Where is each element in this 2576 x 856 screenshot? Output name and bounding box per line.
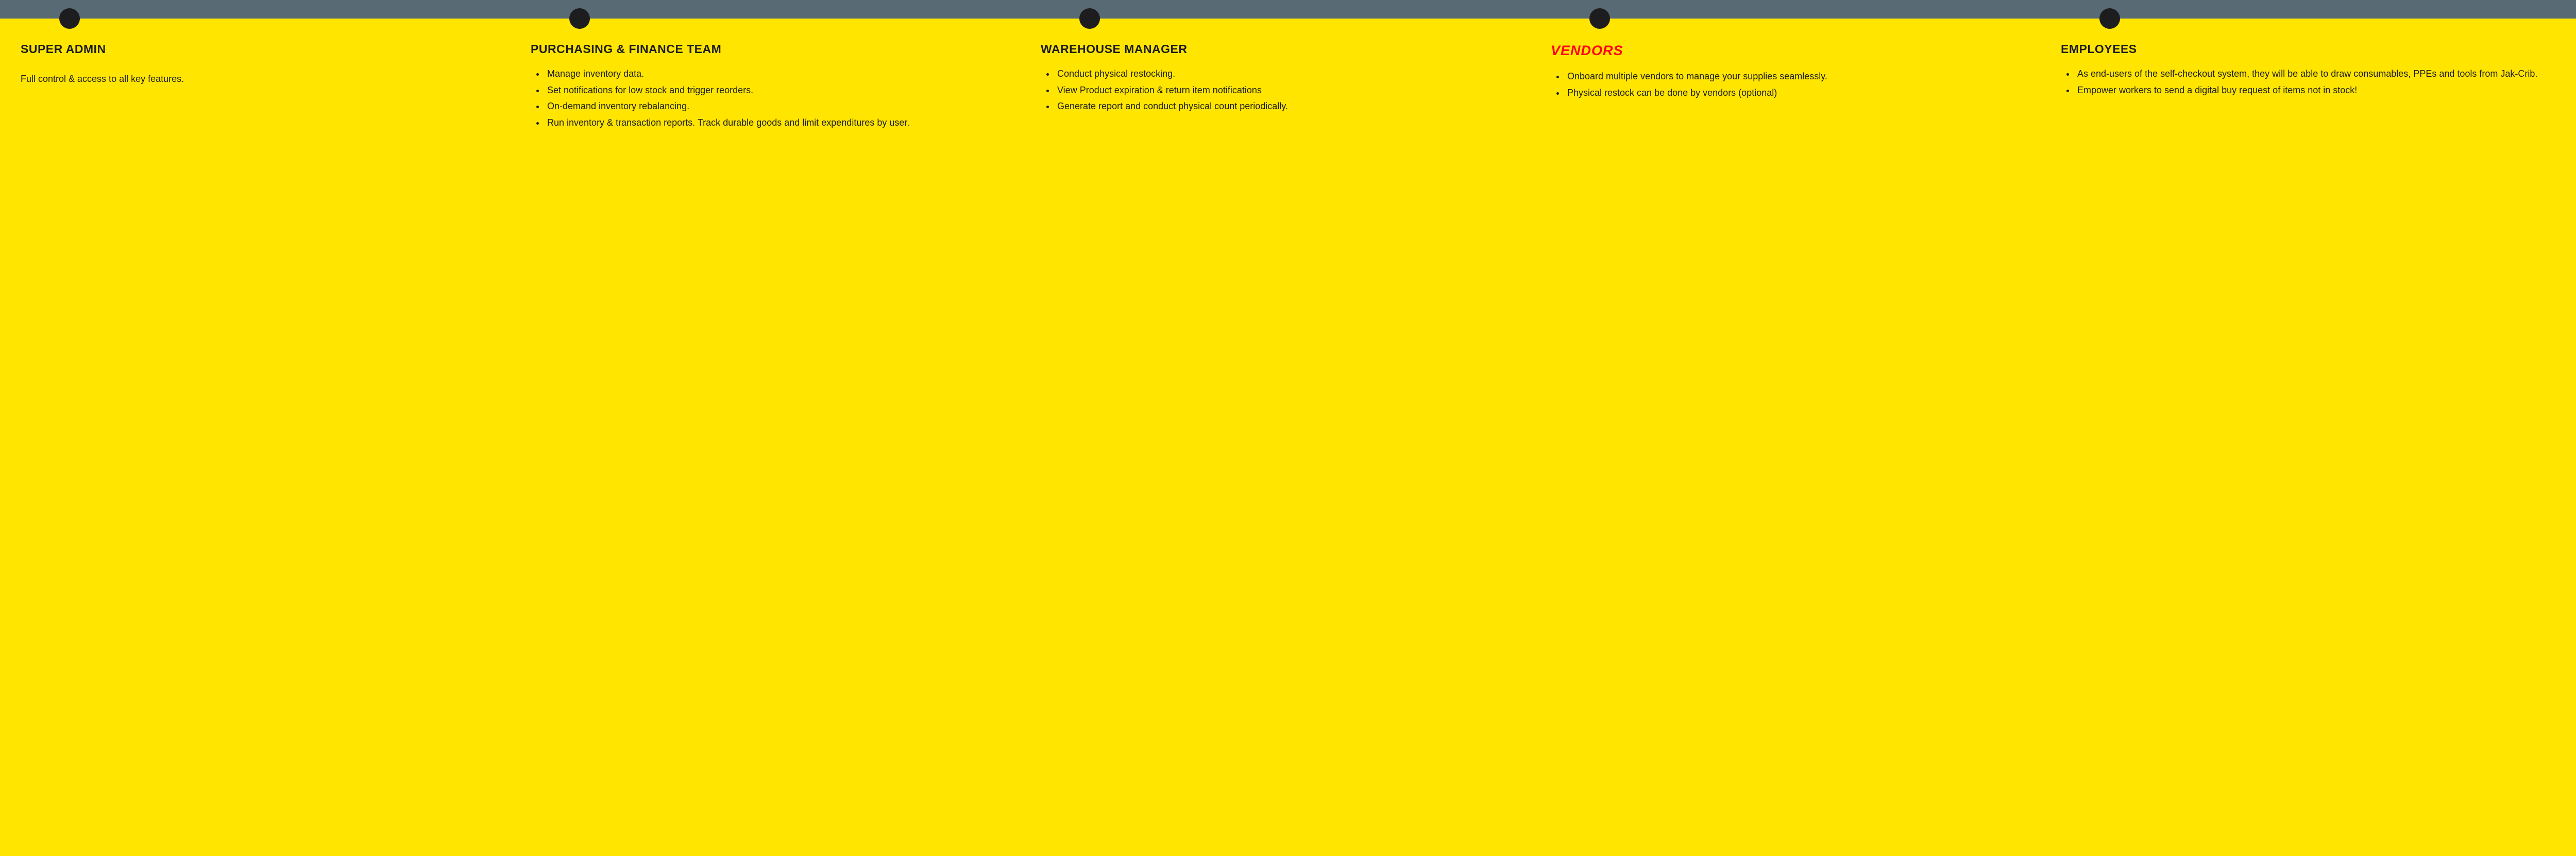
list-item: Run inventory & transaction reports. Tra… <box>545 115 1025 131</box>
list-item: Set notifications for low stock and trig… <box>545 83 1025 98</box>
column-list: Manage inventory data.Set notifications … <box>531 66 1025 131</box>
list-item: Manage inventory data. <box>545 66 1025 82</box>
column-list: Conduct physical restocking.View Product… <box>1041 66 1535 114</box>
timeline-dot <box>1589 8 1610 29</box>
column-title: WAREHOUSE MANAGER <box>1041 41 1535 57</box>
column-1: PURCHASING & FINANCE TEAM Manage inventor… <box>531 10 1025 132</box>
timeline-dot <box>569 8 590 29</box>
list-item: Generate report and conduct physical cou… <box>1055 99 1535 114</box>
list-item: On-demand inventory rebalancing. <box>545 99 1025 114</box>
column-title: VENDORS <box>1551 41 2045 60</box>
infographic-page: SUPER ADMIN Full control & access to all … <box>0 0 2576 242</box>
column-title: PURCHASING & FINANCE TEAM <box>531 41 1025 57</box>
list-item: View Product expiration & return item no… <box>1055 83 1535 98</box>
column-title: SUPER ADMIN <box>21 41 515 57</box>
column-3: VENDORS Onboard multiple vendors to manag… <box>1551 10 2045 132</box>
timeline-dot <box>2099 8 2120 29</box>
column-0: SUPER ADMIN Full control & access to all … <box>21 10 515 132</box>
timeline-dot <box>1079 8 1100 29</box>
list-item: As end-users of the self-checkout system… <box>2075 66 2555 82</box>
column-2: WAREHOUSE MANAGER Conduct physical restoc… <box>1041 10 1535 132</box>
column-list: Onboard multiple vendors to manage your … <box>1551 69 2045 100</box>
list-item: Empower workers to send a digital buy re… <box>2075 83 2555 98</box>
columns-row: SUPER ADMIN Full control & access to all … <box>0 0 2576 147</box>
column-title: EMPLOYEES <box>2061 41 2555 57</box>
column-list: As end-users of the self-checkout system… <box>2061 66 2555 98</box>
timeline-dot <box>59 8 80 29</box>
list-item: Conduct physical restocking. <box>1055 66 1535 82</box>
column-4: EMPLOYEES As end-users of the self-checko… <box>2061 10 2555 132</box>
column-paragraph: Full control & access to all key feature… <box>21 72 515 87</box>
list-item: Physical restock can be done by vendors … <box>1565 85 2045 101</box>
list-item: Onboard multiple vendors to manage your … <box>1565 69 2045 84</box>
